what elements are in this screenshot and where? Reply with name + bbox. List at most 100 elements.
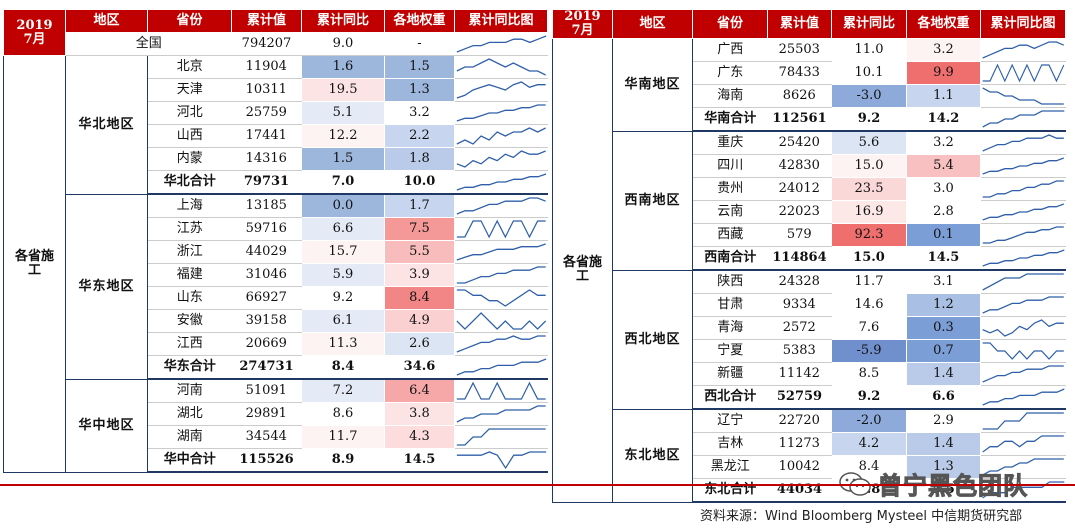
- yoy-value: 7.6: [831, 316, 907, 340]
- cumulative-value: 9334: [767, 293, 832, 317]
- sparkline-line: [456, 35, 546, 53]
- yoy-value: 5.1: [301, 101, 385, 125]
- province-name: 四川: [692, 154, 768, 178]
- sparkline-line: [982, 180, 1064, 198]
- total-weight: 14.5: [906, 246, 981, 271]
- total-cumulative: 112561: [767, 107, 832, 132]
- weight-value: 1.7: [384, 193, 455, 218]
- cumulative-value: 10042: [767, 455, 832, 479]
- total-cumulative: 52759: [767, 385, 832, 410]
- cumulative-value: 8626: [767, 84, 832, 108]
- table-row: 河北 25759 5.1 3.2: [4, 101, 548, 125]
- col-yoy-chart: 累计同比图: [454, 9, 548, 33]
- cumulative-value: 20669: [231, 332, 302, 356]
- table-row: 各省施工 华北地区 北京 11904 1.6 1.5: [3, 55, 548, 473]
- yoy-sparkline: [454, 101, 548, 125]
- weight-value: 1.1: [906, 84, 981, 108]
- sparkline-svg: [456, 266, 546, 284]
- national-sparkline: [454, 32, 548, 56]
- province-name: 内蒙: [147, 147, 232, 171]
- province-name: 浙江: [147, 240, 232, 264]
- year-header: 2019 7月: [552, 9, 613, 39]
- weight-value: 4.9: [384, 309, 455, 333]
- header-row: 2019 7月 地区 省份 累计值 累计同比 各地权重 累计同比图: [3, 9, 548, 56]
- table-row: 云南 22023 16.9 2.8: [553, 200, 1066, 224]
- col-province: 省份: [147, 9, 232, 33]
- weight-value: 3.2: [384, 101, 455, 125]
- sparkline-svg: [456, 81, 546, 99]
- sparkline-line: [456, 81, 546, 99]
- sparkline-svg: [982, 342, 1064, 360]
- province-name: 江西: [147, 332, 232, 356]
- month-label: 7月: [23, 31, 46, 47]
- sparkline-svg: [982, 87, 1064, 105]
- sparkline-line: [982, 203, 1064, 221]
- yoy-value: 14.6: [831, 293, 907, 317]
- yoy-sparkline: [454, 55, 548, 79]
- yoy-sparkline: [454, 309, 548, 333]
- yoy-sparkline: [980, 200, 1066, 224]
- sparkline-line: [982, 458, 1064, 476]
- sparkline-svg: [981, 481, 1064, 499]
- weight-value: 2.8: [906, 200, 981, 224]
- total-row: 华中合计 115526 8.9 14.5: [4, 448, 548, 473]
- cumulative-value: 34544: [231, 425, 302, 449]
- table-row: 青海 2572 7.6 0.3: [553, 316, 1066, 340]
- province-name: 河南: [147, 379, 232, 403]
- year-header: 2019 7月: [3, 9, 66, 56]
- col-province: 省份: [692, 9, 768, 39]
- sparkline-line: [981, 110, 1064, 128]
- cumulative-value: 2572: [767, 316, 832, 340]
- province-name: 宁夏: [692, 339, 768, 363]
- yoy-sparkline: [454, 332, 548, 356]
- col-weight: 各地权重: [906, 9, 981, 39]
- yoy-value: 1.6: [301, 55, 385, 79]
- total-cumulative: 79731: [231, 170, 302, 195]
- total-weight: 10.0: [384, 170, 455, 195]
- sparkline-line: [456, 127, 546, 145]
- sparkline-svg: [982, 412, 1064, 430]
- sparkline-svg: [982, 273, 1064, 291]
- sparkline-line: [982, 249, 1064, 267]
- table-row: 各省施工 华南地区 广西 25503 11.0 3.2: [552, 38, 1066, 503]
- weight-value: 7.5: [384, 217, 455, 241]
- total-yoy: 9.2: [831, 385, 907, 410]
- province-name: 吉林: [692, 432, 768, 456]
- total-yoy: 9.2: [831, 107, 907, 132]
- weight-value: 3.2: [906, 38, 981, 62]
- national-cum: 794207: [231, 32, 302, 56]
- right-body: 各省施工 华南地区 广西 25503 11.0 3.2 广东 78433 10.1 9.9 海南 86…: [552, 38, 1066, 503]
- yoy-sparkline: [980, 38, 1066, 62]
- yoy-sparkline: [980, 223, 1066, 247]
- region-label: 华南地区: [612, 38, 693, 132]
- weight-value: 1.3: [906, 455, 981, 479]
- cumulative-value: 14316: [231, 147, 302, 171]
- weight-value: 8.4: [384, 286, 455, 310]
- table-row: 广东 78433 10.1 9.9: [553, 61, 1066, 85]
- yoy-sparkline: [980, 409, 1066, 433]
- cumulative-value: 66927: [231, 286, 302, 310]
- yoy-sparkline: [980, 61, 1066, 85]
- total-row: 华东合计 274731 8.4 34.6: [4, 355, 548, 380]
- sparkline-svg: [982, 319, 1064, 337]
- total-row: 华北合计 79731 7.0 10.0: [4, 170, 548, 195]
- region-label: 西北地区: [612, 269, 693, 410]
- sparkline-line: [982, 41, 1064, 59]
- sparkline-line: [982, 388, 1064, 406]
- total-sparkline: [454, 448, 548, 473]
- sparkline-line: [982, 296, 1064, 314]
- sparkline-svg: [982, 435, 1064, 453]
- sparkline-svg: [982, 41, 1064, 59]
- province-name: 贵州: [692, 177, 768, 201]
- table-row: 贵州 24012 23.5 3.0: [553, 177, 1066, 201]
- yoy-value: 15.7: [301, 240, 385, 264]
- left-panel: 2019 7月 地区 省份 累计值 累计同比 各地权重 累计同比图 全国 794…: [3, 9, 548, 473]
- total-sparkline: [980, 478, 1066, 503]
- province-name: 安徽: [147, 309, 232, 333]
- table-row: 湖南 34544 11.7 4.3: [4, 425, 548, 449]
- province-name: 河北: [147, 101, 232, 125]
- table-row: 天津 10311 19.5 1.3: [4, 78, 548, 102]
- col-cumulative: 累计值: [767, 9, 832, 39]
- sparkline-line: [456, 381, 546, 400]
- yoy-sparkline: [454, 286, 548, 310]
